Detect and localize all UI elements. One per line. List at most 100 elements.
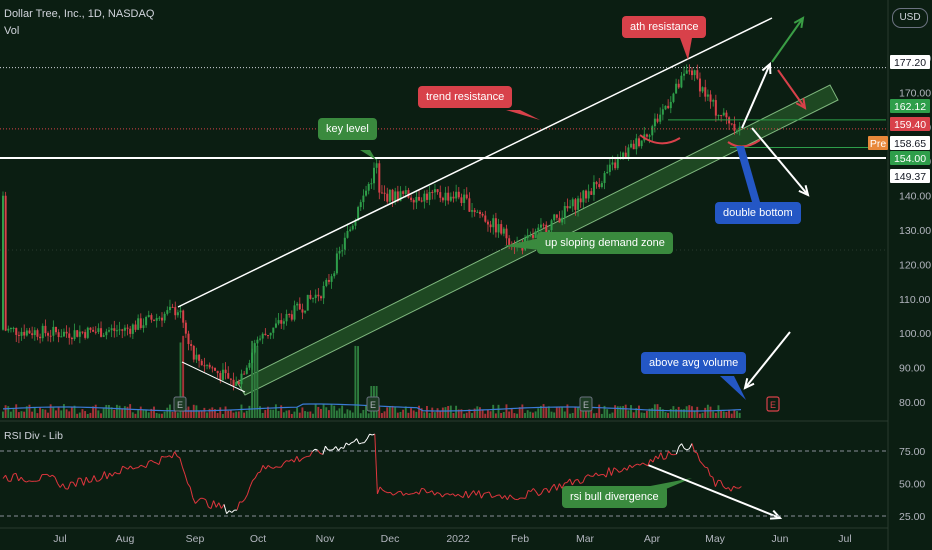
volume-bar xyxy=(539,405,542,418)
candle-body xyxy=(176,312,179,316)
candle-body xyxy=(25,330,28,336)
volume-bar xyxy=(264,410,267,418)
rsi-segment xyxy=(517,497,521,501)
volume-bar xyxy=(70,407,73,418)
rsi-segment xyxy=(176,455,181,459)
rsi-segment xyxy=(426,491,430,494)
callout-trend-resistance: trend resistance xyxy=(418,86,513,108)
volume-bar xyxy=(500,412,503,418)
candle-body xyxy=(566,206,569,209)
price-tick: 170.00 xyxy=(899,87,931,99)
candle-body xyxy=(89,327,92,330)
volume-bar xyxy=(259,406,261,418)
candle-body xyxy=(558,217,561,223)
price-tick: 120.00 xyxy=(899,259,931,271)
volume-bar xyxy=(388,406,391,418)
earnings-label: E xyxy=(370,400,376,410)
candle-body xyxy=(221,369,224,380)
candle-body xyxy=(433,189,436,193)
candle-body xyxy=(638,138,640,147)
candle-body xyxy=(481,214,484,216)
rsi-segment xyxy=(480,493,485,499)
rsi-segment xyxy=(423,488,428,494)
rsi-segment xyxy=(218,502,222,509)
rsi-tick: 25.00 xyxy=(899,511,925,523)
volume-bar xyxy=(415,411,418,418)
candle-body xyxy=(272,327,275,333)
candle-body xyxy=(113,328,116,331)
candle-body xyxy=(449,196,452,201)
candle-body xyxy=(431,191,434,193)
price-tag-label: Pre xyxy=(870,138,887,150)
candle-body xyxy=(648,135,651,137)
rsi-segment xyxy=(475,490,480,496)
volume-bar xyxy=(667,412,670,418)
rsi-segment xyxy=(103,471,108,480)
rsi-segment xyxy=(483,492,487,494)
rsi-segment xyxy=(202,497,207,501)
rsi-segment xyxy=(501,495,506,499)
candle-body xyxy=(547,230,550,234)
candle-body xyxy=(696,70,699,79)
rsi-segment xyxy=(376,486,381,495)
candle-body xyxy=(168,306,171,311)
volume-bar xyxy=(28,404,31,418)
candle-body xyxy=(219,373,222,380)
rsi-segment xyxy=(650,458,654,463)
rsi-segment xyxy=(574,478,578,481)
rsi-segment xyxy=(592,472,597,477)
rsi-segment xyxy=(340,446,344,449)
rsi-segment xyxy=(580,482,583,484)
rsi-segment xyxy=(153,461,157,464)
rsi-segment xyxy=(343,442,347,449)
candle-body xyxy=(712,100,715,102)
rsi-divergence-arrow-head xyxy=(769,509,783,520)
callout-key-level: key level xyxy=(318,118,377,140)
rsi-segment xyxy=(637,463,641,466)
candle-body xyxy=(463,194,466,203)
candle-body xyxy=(627,147,630,157)
rsi-segment xyxy=(273,466,277,469)
candle-body xyxy=(439,192,442,198)
rsi-segment xyxy=(730,485,735,492)
volume-bar xyxy=(357,346,359,418)
volume-bar xyxy=(280,405,283,418)
rsi-segment xyxy=(608,467,612,476)
candle-body xyxy=(288,314,291,316)
volume-bar xyxy=(31,411,34,418)
time-tick: Sep xyxy=(186,533,205,545)
rsi-segment xyxy=(38,474,43,481)
candle-body xyxy=(484,215,487,222)
candle-body xyxy=(651,126,654,136)
volume-bar xyxy=(166,407,169,418)
volume-bar xyxy=(33,407,36,418)
rsi-segment xyxy=(465,490,469,499)
volume-bar xyxy=(590,408,593,418)
arrow-down-white xyxy=(751,127,809,196)
rsi-segment xyxy=(447,493,451,496)
volume-bar xyxy=(479,407,481,418)
volume-bar xyxy=(47,412,49,418)
volume-bar xyxy=(137,410,140,418)
volume-bar xyxy=(243,412,246,418)
volume-bar xyxy=(190,410,193,418)
volume-bar xyxy=(309,411,312,418)
candle-body xyxy=(561,217,564,223)
volume-bar xyxy=(134,413,137,418)
volume-bar xyxy=(577,406,579,418)
candle-body xyxy=(375,163,378,168)
candle-body xyxy=(426,193,428,200)
volume-bar xyxy=(494,413,497,418)
volume-bar xyxy=(600,413,603,418)
currency-badge[interactable]: USD xyxy=(892,8,928,28)
rsi-segment xyxy=(231,509,235,513)
rsi-segment xyxy=(215,502,220,508)
volume-bar xyxy=(720,410,723,418)
volume-bar xyxy=(468,409,471,418)
candle-body xyxy=(145,316,148,326)
time-tick: Jul xyxy=(838,533,851,545)
rsi-segment xyxy=(109,472,113,477)
key-level-pointer xyxy=(360,150,376,160)
volume-bar xyxy=(229,410,232,418)
